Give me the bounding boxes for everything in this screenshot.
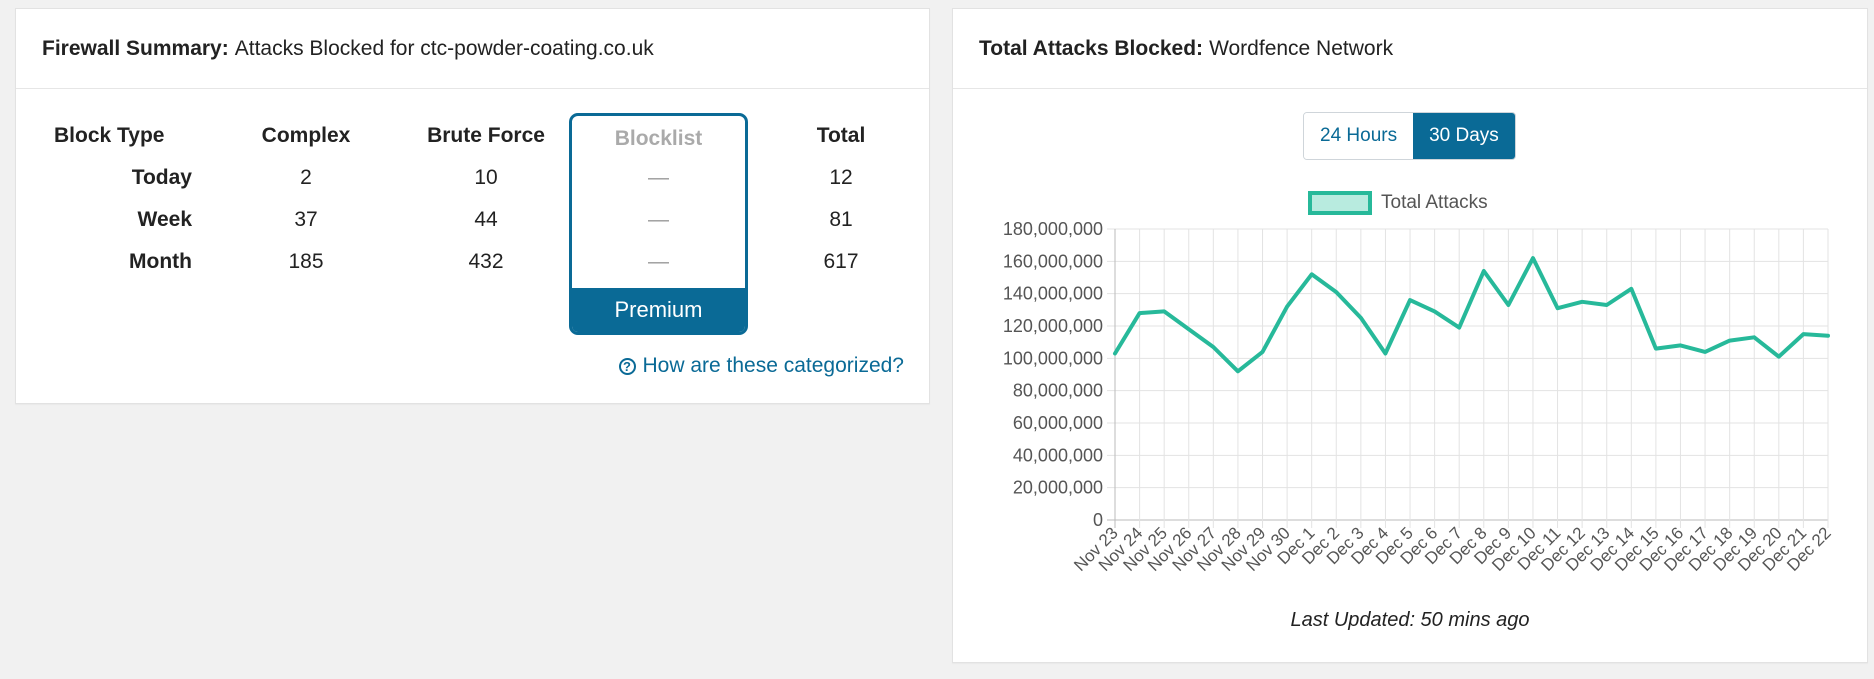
week-blocklist: — (648, 208, 669, 231)
today-brute-force: 10 (474, 166, 498, 189)
attacks-table: Block Type Complex Brute Force Total Tod… (16, 9, 929, 403)
month-brute-force: 432 (468, 250, 504, 273)
month-complex: 185 (288, 250, 324, 273)
data-point (1138, 311, 1142, 315)
data-point (1408, 298, 1412, 302)
header-blocklist: Blocklist (614, 127, 703, 150)
y-tick-label: 180,000,000 (1003, 219, 1103, 239)
data-point (1482, 269, 1486, 273)
network-attacks-title-bold: Total Attacks Blocked: (979, 36, 1204, 60)
row-label-month: Month (129, 250, 192, 273)
data-point (1556, 306, 1560, 310)
row-label-today: Today (131, 166, 192, 189)
y-tick-label: 60,000,000 (1013, 413, 1103, 433)
y-tick-label: 100,000,000 (1003, 348, 1103, 368)
firewall-summary-card: Firewall Summary: Attacks Blocked for ct… (15, 8, 930, 404)
y-tick-label: 120,000,000 (1003, 316, 1103, 336)
today-total: 12 (829, 166, 853, 189)
legend-label: Total Attacks (1381, 192, 1488, 213)
firewall-summary-title: Attacks Blocked for ctc-powder-coating.c… (234, 36, 654, 60)
data-point (1310, 272, 1314, 276)
data-point (1703, 350, 1707, 354)
week-total: 81 (829, 208, 853, 231)
how-categorized-link-label: How are these categorized? (642, 354, 905, 377)
total-attacks-line (1113, 256, 1830, 374)
data-point (1236, 369, 1240, 373)
y-tick-label: 140,000,000 (1003, 284, 1103, 304)
data-point (1826, 334, 1830, 338)
data-point (1261, 350, 1265, 354)
today-complex: 2 (300, 166, 312, 189)
question-circle-icon: ? (618, 357, 636, 375)
premium-button[interactable]: Premium (572, 288, 745, 332)
toggle-30-days[interactable]: 30 Days (1413, 113, 1515, 159)
y-tick-label: 40,000,000 (1013, 445, 1103, 465)
today-blocklist: — (648, 166, 669, 189)
data-point (1285, 305, 1289, 309)
data-point (1531, 256, 1535, 260)
data-point (1678, 343, 1682, 347)
row-label-week: Week (137, 208, 192, 231)
data-point (1629, 287, 1633, 291)
week-complex: 37 (294, 208, 318, 231)
legend-swatch (1308, 191, 1372, 215)
data-point (1654, 347, 1658, 351)
y-tick-label: 80,000,000 (1013, 381, 1103, 401)
data-point (1580, 300, 1584, 304)
network-attacks-card: Total Attacks Blocked: Wordfence Network… (952, 8, 1868, 663)
data-point (1801, 332, 1805, 336)
data-point (1752, 335, 1756, 339)
data-point (1187, 327, 1191, 331)
data-point (1605, 303, 1609, 307)
data-point (1457, 326, 1461, 330)
blocklist-premium-box[interactable]: Blocklist — — — Premium (569, 113, 748, 335)
time-range-toggle: 24 Hours 30 Days (1303, 112, 1516, 160)
header-brute-force: Brute Force (427, 124, 545, 147)
data-point (1777, 355, 1781, 359)
data-point (1334, 290, 1338, 294)
last-updated-text: Last Updated: 50 mins ago (1290, 609, 1530, 631)
y-tick-label: 0 (1093, 510, 1103, 530)
data-point (1506, 303, 1510, 307)
month-blocklist: — (648, 250, 669, 273)
y-tick-label: 20,000,000 (1013, 478, 1103, 498)
data-point (1113, 351, 1117, 355)
attacks-line-chart: 0 20,000,000 40,000,000 60,000,000 80,000,00… (1003, 219, 1835, 575)
data-point (1433, 309, 1437, 313)
data-point (1211, 345, 1215, 349)
network-attacks-header: Total Attacks Blocked: Wordfence Network (953, 9, 1867, 89)
data-point (1728, 339, 1732, 343)
week-brute-force: 44 (474, 208, 498, 231)
firewall-summary-header: Firewall Summary: Attacks Blocked for ct… (16, 9, 929, 89)
data-point (1359, 316, 1363, 320)
network-attacks-title: Wordfence Network (1209, 36, 1394, 60)
data-point (1383, 351, 1387, 355)
month-total: 617 (823, 250, 859, 273)
header-block-type: Block Type (54, 124, 165, 147)
y-tick-label: 160,000,000 (1003, 251, 1103, 271)
header-complex: Complex (261, 124, 351, 147)
data-point (1162, 309, 1166, 313)
chart-legend[interactable]: Total Attacks (1308, 191, 1488, 215)
how-categorized-link[interactable]: ? How are these categorized? (618, 354, 905, 378)
toggle-24-hours[interactable]: 24 Hours (1304, 113, 1414, 159)
header-total: Total (816, 124, 866, 147)
firewall-summary-title-bold: Firewall Summary: (42, 36, 229, 60)
